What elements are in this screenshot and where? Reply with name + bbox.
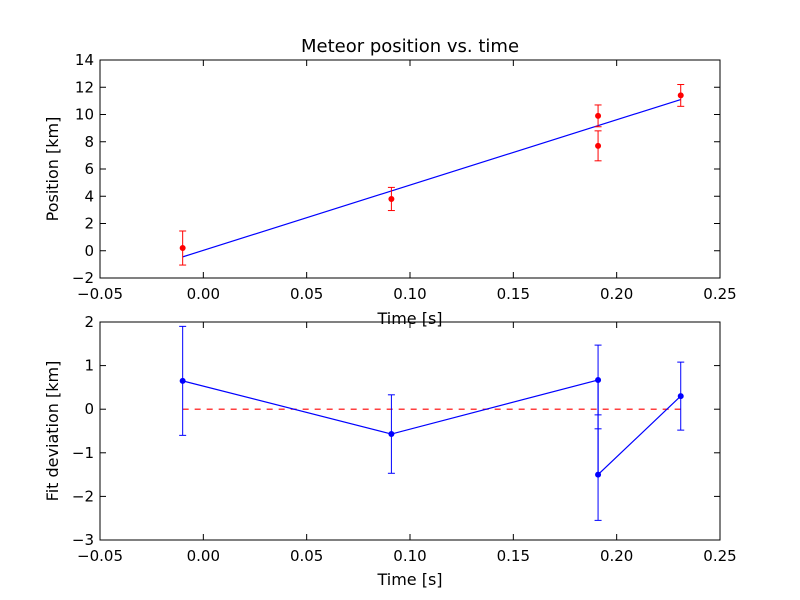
data-point [179,245,186,252]
position-y-axis-label: Position [km] [43,117,62,222]
y-tick-label: −2 [72,269,94,287]
data-point [595,112,602,119]
x-tick-label: −0.05 [77,285,123,303]
x-tick-label: 0.00 [187,285,220,303]
y-tick-label: 14 [75,51,94,69]
deviation-point [388,431,395,438]
y-tick-label: 0 [84,400,94,418]
x-tick-label: −0.05 [77,547,123,565]
deviation-subplot: −0.05 0.00 0.05 0.10 0.15 0.20 0.25 −3 −2 −1 0 1 2 T… [43,313,737,589]
x-tick-label: 0.15 [497,547,530,565]
deviation-point [179,377,186,384]
data-point [677,92,684,99]
x-tick-label: 0.25 [703,285,736,303]
x-tick-label: 0.20 [600,285,633,303]
y-tick-label: 1 [84,357,94,375]
data-point [388,195,395,202]
x-tick-label: 0.25 [703,547,736,565]
y-tick-label: 6 [84,160,94,178]
x-tick-label: 0.00 [187,547,220,565]
position-x-axis-label: Time [s] [376,309,442,328]
position-plot-area [179,84,685,266]
y-tick-label: −2 [72,487,94,505]
x-tick-label: 0.10 [393,547,426,565]
deviation-point [677,393,684,400]
y-tick-label: 2 [84,215,94,233]
deviation-x-axis-label: Time [s] [376,570,442,589]
x-tick-label: 0.05 [290,285,323,303]
x-tick-label: 0.10 [393,285,426,303]
position-subplot: Meteor position vs. time −0.05 0.00 0.05 0.… [43,36,737,328]
deviation-y-axis-label: Fit deviation [km] [43,361,62,502]
x-tick-label: 0.15 [497,285,530,303]
y-tick-label: −3 [72,531,94,549]
y-tick-label: 0 [84,242,94,260]
x-tick-label: 0.20 [600,547,633,565]
deviation-point [595,376,602,383]
y-tick-label: 8 [84,133,94,151]
y-tick-label: 10 [75,106,94,124]
y-tick-label: −1 [72,444,94,462]
deviation-plot-area [179,325,685,521]
chart-title: Meteor position vs. time [301,36,519,57]
y-tick-label: 12 [75,78,94,96]
data-point [595,142,602,149]
position-ticks: −0.05 0.00 0.05 0.10 0.15 0.20 0.25 −2 0 2 4 6 8 10 12… [72,51,737,303]
deviation-point [595,471,602,478]
x-tick-label: 0.05 [290,547,323,565]
y-tick-label: 2 [84,313,94,331]
deviation-ticks: −0.05 0.00 0.05 0.10 0.15 0.20 0.25 −3 −2 −1 0 1 2 [72,313,737,565]
y-tick-label: 4 [84,187,94,205]
